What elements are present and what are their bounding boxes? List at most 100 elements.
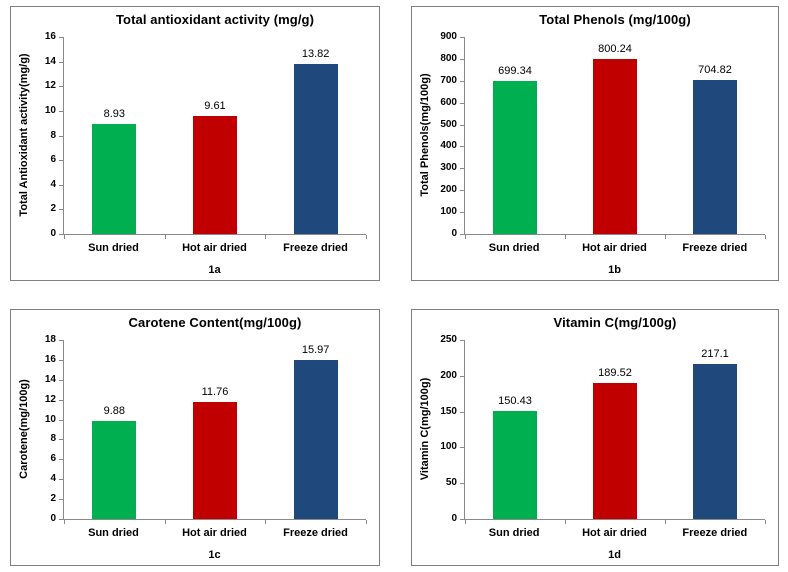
category-slot-hot-air-dried: 189.52 xyxy=(565,340,665,519)
bar-value-label: 699.34 xyxy=(498,64,532,77)
category-label-freeze-dried: Freeze dried xyxy=(682,527,748,539)
bar-hot-air-dried xyxy=(593,383,637,519)
y-tick-mark xyxy=(460,168,464,170)
x-tick-mark xyxy=(64,520,65,524)
chart-caption: 1a xyxy=(208,264,221,276)
category-label-hot-air-dried: Hot air dried xyxy=(582,242,647,254)
y-tick-mark xyxy=(59,160,63,162)
bar-freeze-dried xyxy=(693,363,737,519)
y-tick-label: 600 xyxy=(440,96,457,108)
category-slot-hot-air-dried: 11.76 xyxy=(165,340,266,519)
chart-caption: 1b xyxy=(608,264,621,276)
y-tick-mark xyxy=(59,479,63,481)
chart-caption: 1c xyxy=(208,549,221,561)
category-label-freeze-dried: Freeze dried xyxy=(682,242,748,254)
y-tick-label: 250 xyxy=(440,334,457,345)
y-tick-label: 700 xyxy=(440,74,457,86)
y-tick-mark xyxy=(59,61,63,63)
y-tick-mark xyxy=(460,37,464,38)
y-tick-mark xyxy=(59,499,63,501)
y-tick-mark xyxy=(460,58,464,60)
plot-area: 0 2 4 6 8 10 12 14 16 18 9.88 11.76 15.97 xyxy=(45,335,367,524)
y-tick-label: 4 xyxy=(50,178,56,190)
y-tick-mark xyxy=(59,209,63,211)
x-tick-mark xyxy=(465,520,466,524)
y-tick-label: 6 xyxy=(50,154,56,166)
y-tick-label: 2 xyxy=(50,493,56,505)
x-tick-mark xyxy=(366,235,367,239)
bar-sun-dried xyxy=(493,411,537,519)
y-tick-label: 100 xyxy=(440,441,457,453)
y-tick-label: 4 xyxy=(50,473,56,485)
category-slot-freeze-dried: 217.1 xyxy=(665,340,765,519)
y-tick-mark xyxy=(460,234,464,235)
category-slot-hot-air-dried: 800.24 xyxy=(565,37,665,234)
category-label-sun-dried: Sun dried xyxy=(488,242,540,254)
y-axis-title: Total Phenols(mg/100g) xyxy=(419,72,431,197)
y-tick-mark xyxy=(59,439,63,441)
category-slot-freeze-dried: 13.82 xyxy=(265,37,366,234)
bar-value-label: 150.43 xyxy=(498,395,532,408)
x-tick-mark xyxy=(665,520,666,524)
x-tick-mark xyxy=(265,235,267,239)
category-label-freeze-dried: Freeze dried xyxy=(283,527,348,539)
y-tick-mark xyxy=(460,375,464,377)
y-tick-mark xyxy=(59,340,63,341)
bar-value-label: 15.97 xyxy=(301,344,330,357)
y-axis-title: Carotene(mg/100g) xyxy=(18,378,30,479)
category-slot-sun-dried: 8.93 xyxy=(64,37,165,234)
category-label-sun-dried: Sun dried xyxy=(488,527,540,539)
y-tick-mark xyxy=(59,110,63,112)
bar-value-label: 13.82 xyxy=(301,47,330,60)
bar-hot-air-dried xyxy=(593,58,637,234)
category-label-hot-air-dried: Hot air dried xyxy=(182,242,247,254)
y-tick-mark xyxy=(460,146,464,148)
bar-sun-dried xyxy=(92,124,137,234)
chart-title: Total Phenols (mg/100g) xyxy=(539,12,691,27)
category-label-freeze-dried: Freeze dried xyxy=(283,242,348,254)
x-tick-mark xyxy=(265,520,267,524)
y-tick-label: 500 xyxy=(440,118,457,130)
x-tick-mark xyxy=(565,235,566,239)
bar-freeze-dried xyxy=(293,63,338,234)
y-tick-mark xyxy=(460,124,464,126)
y-tick-mark xyxy=(59,419,63,421)
y-tick-label: 300 xyxy=(440,162,457,174)
x-tick-mark xyxy=(366,520,367,524)
y-axis-title: Total Antioxidant activity(mg/g) xyxy=(18,52,30,217)
y-tick-mark xyxy=(460,212,464,214)
x-axis-category-labels: Sun dried Hot air dried Freeze dried xyxy=(464,525,765,541)
y-tick-mark xyxy=(460,483,464,485)
y-tick-mark xyxy=(59,37,63,38)
category-slot-hot-air-dried: 9.61 xyxy=(165,37,266,234)
y-tick-label: 150 xyxy=(440,405,457,417)
y-tick-label: 900 xyxy=(440,31,457,42)
y-tick-mark xyxy=(59,184,63,186)
y-tick-label: 6 xyxy=(50,453,56,465)
y-tick-label: 8 xyxy=(50,129,56,141)
y-tick-label: 14 xyxy=(44,55,56,67)
y-tick-mark xyxy=(460,340,464,341)
y-tick-label: 100 xyxy=(440,206,457,218)
category-slot-sun-dried: 150.43 xyxy=(465,340,565,519)
y-tick-mark xyxy=(59,86,63,88)
x-axis-category-labels: Sun dried Hot air dried Freeze dried xyxy=(63,240,366,256)
chart-title: Carotene Content(mg/100g) xyxy=(128,315,302,330)
bar-value-label: 9.61 xyxy=(204,99,226,112)
bar-sun-dried xyxy=(92,420,137,519)
y-tick-label: 10 xyxy=(44,413,56,425)
x-tick-mark xyxy=(565,520,566,524)
category-label-hot-air-dried: Hot air dried xyxy=(582,527,647,539)
y-tick-label: 16 xyxy=(44,353,56,365)
y-tick-mark xyxy=(460,519,464,520)
y-tick-mark xyxy=(460,80,464,82)
category-label-hot-air-dried: Hot air dried xyxy=(182,527,247,539)
y-tick-label: 200 xyxy=(440,369,457,381)
y-tick-mark xyxy=(59,519,63,520)
x-axis-category-labels: Sun dried Hot air dried Freeze dried xyxy=(63,525,366,541)
chart-panel-1a: Total antioxidant activity (mg/g) Total … xyxy=(10,6,380,281)
category-slot-freeze-dried: 704.82 xyxy=(665,37,765,234)
chart-title: Vitamin C(mg/100g) xyxy=(553,315,677,330)
y-tick-label: 8 xyxy=(50,433,56,445)
